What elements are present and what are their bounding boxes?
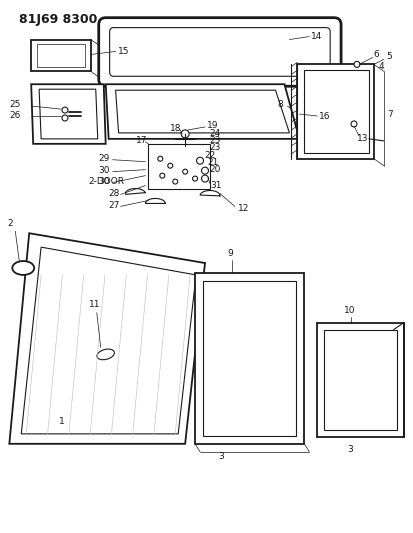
Polygon shape <box>21 247 196 434</box>
Text: 2: 2 <box>7 219 13 228</box>
Polygon shape <box>297 64 374 159</box>
Circle shape <box>354 61 360 67</box>
Polygon shape <box>31 39 91 71</box>
Ellipse shape <box>97 349 114 360</box>
Text: 6: 6 <box>374 50 380 59</box>
Text: 26: 26 <box>9 110 21 119</box>
Text: 15: 15 <box>118 47 129 56</box>
Text: 5: 5 <box>387 52 392 61</box>
Text: 4: 4 <box>379 62 385 71</box>
Text: 3: 3 <box>347 445 353 454</box>
Text: 8: 8 <box>278 100 283 109</box>
Text: 81J69 8300: 81J69 8300 <box>19 13 97 26</box>
Text: 11: 11 <box>89 300 100 309</box>
Text: 24: 24 <box>209 130 220 139</box>
Text: 22: 22 <box>204 151 215 160</box>
Circle shape <box>351 121 357 127</box>
Text: 9: 9 <box>228 248 234 257</box>
FancyBboxPatch shape <box>99 18 341 86</box>
Circle shape <box>181 130 189 138</box>
Circle shape <box>192 176 197 181</box>
Polygon shape <box>317 322 404 437</box>
Text: 18: 18 <box>170 124 182 133</box>
Text: 19: 19 <box>207 122 218 131</box>
Circle shape <box>197 157 204 164</box>
Polygon shape <box>203 281 297 436</box>
Text: 28: 28 <box>109 189 120 198</box>
Text: 12: 12 <box>238 204 249 213</box>
Text: 10: 10 <box>344 306 356 315</box>
Text: 7: 7 <box>387 110 392 118</box>
Circle shape <box>158 156 163 161</box>
Text: 31: 31 <box>210 181 221 190</box>
Polygon shape <box>31 84 106 144</box>
Polygon shape <box>37 44 85 67</box>
Text: 3: 3 <box>218 452 224 461</box>
Circle shape <box>168 163 173 168</box>
Circle shape <box>202 167 209 174</box>
Circle shape <box>202 175 209 182</box>
Polygon shape <box>148 144 210 189</box>
Polygon shape <box>324 329 397 430</box>
Polygon shape <box>195 273 304 444</box>
Circle shape <box>62 115 68 121</box>
Polygon shape <box>304 70 369 153</box>
Text: 25: 25 <box>9 100 21 109</box>
Circle shape <box>62 107 68 113</box>
Text: 30: 30 <box>99 166 110 175</box>
FancyBboxPatch shape <box>110 28 330 76</box>
Text: 23: 23 <box>209 143 221 152</box>
Circle shape <box>183 169 188 174</box>
Polygon shape <box>9 233 205 444</box>
Text: 21: 21 <box>207 158 218 167</box>
Text: 29: 29 <box>99 154 110 163</box>
Circle shape <box>160 173 165 178</box>
Text: 23: 23 <box>209 136 221 146</box>
Polygon shape <box>116 90 290 133</box>
Polygon shape <box>39 89 98 139</box>
Circle shape <box>173 179 178 184</box>
Text: 20: 20 <box>209 165 221 174</box>
Text: 2-DOOR: 2-DOOR <box>89 177 125 186</box>
Ellipse shape <box>12 261 34 275</box>
Text: 16: 16 <box>319 111 331 120</box>
Text: 27: 27 <box>109 201 120 210</box>
Text: 30: 30 <box>99 177 110 186</box>
Text: 13: 13 <box>357 134 368 143</box>
Text: 14: 14 <box>311 32 323 41</box>
Text: 17: 17 <box>135 136 147 146</box>
Text: 1: 1 <box>59 417 65 426</box>
Polygon shape <box>106 84 299 139</box>
